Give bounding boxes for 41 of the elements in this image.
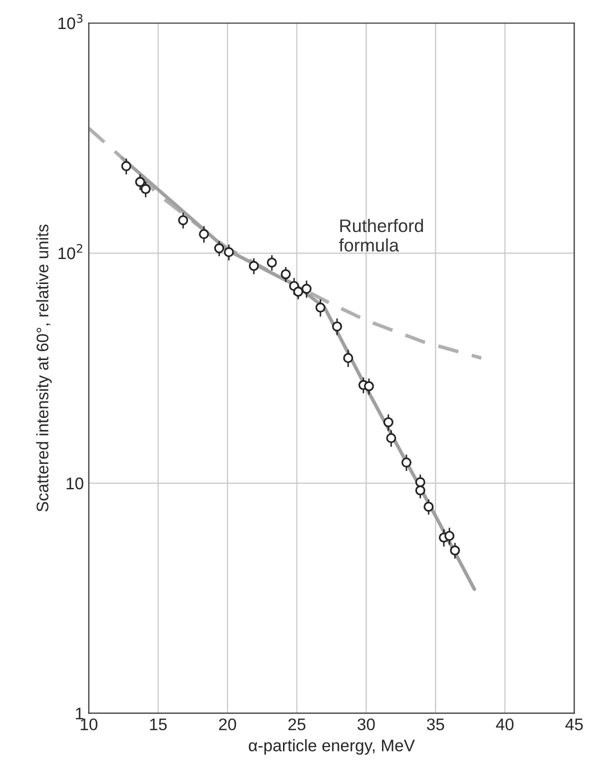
point (343, 353, 354, 364)
point (198, 229, 209, 240)
point (415, 477, 426, 488)
point (214, 243, 224, 254)
line-series (120, 156, 476, 591)
point (450, 545, 460, 556)
point (266, 258, 277, 268)
point (424, 502, 434, 512)
x-axis-title: α-particle energy, MeV (248, 739, 415, 755)
y-axis-title: Scattered intensity at 60°, relative units (36, 224, 52, 512)
y-tick-label: 1 (76, 708, 84, 720)
x-tick-label: 20 (219, 718, 236, 730)
x-tick-label: 10 (80, 718, 98, 730)
y-tick-label: 10$^{3}$ (58, 14, 82, 30)
point (140, 184, 151, 194)
point (135, 176, 146, 187)
point (121, 161, 132, 172)
y-tick-label: 10$^{2}$ (58, 244, 82, 260)
y-tick-label: 10 (66, 478, 84, 490)
x-tick-label: 35 (426, 718, 444, 730)
point (302, 284, 312, 294)
x-tick-label: 25 (288, 718, 306, 730)
point (364, 381, 374, 392)
point (224, 247, 234, 258)
line-series (88, 126, 484, 360)
point (248, 260, 259, 271)
annotation: Rutherford formula (339, 218, 423, 252)
point (383, 417, 394, 428)
x-tick-label: 30 (358, 718, 375, 730)
point (280, 269, 291, 280)
point (178, 215, 188, 226)
point (315, 302, 326, 313)
point (415, 485, 426, 496)
point (386, 433, 396, 444)
point (332, 321, 342, 332)
point (293, 286, 304, 297)
x-tick-label: 15 (150, 718, 167, 730)
x-tick-label: 40 (496, 718, 514, 730)
point (444, 530, 454, 541)
x-tick-label: 45 (565, 718, 583, 730)
point (401, 457, 412, 468)
